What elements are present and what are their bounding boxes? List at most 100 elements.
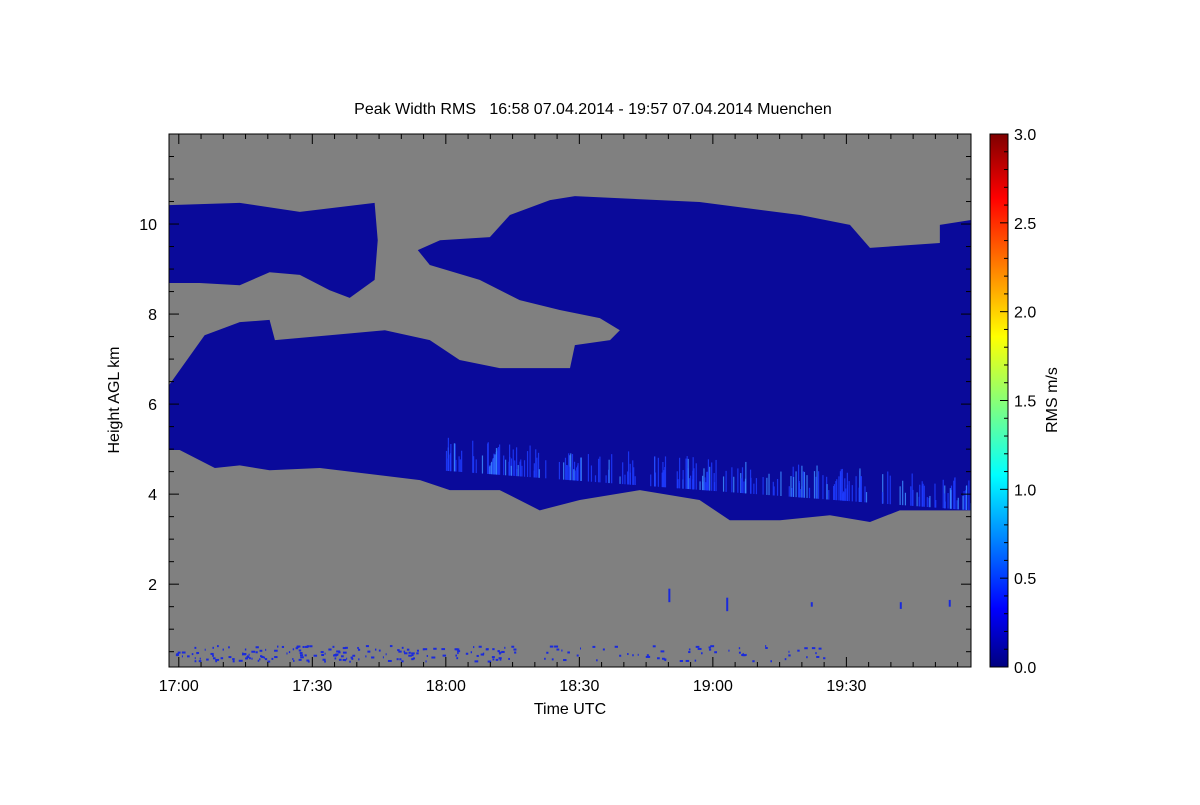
clutter-mark xyxy=(549,645,554,648)
fringe-mark xyxy=(762,477,764,495)
clutter-mark xyxy=(433,647,437,650)
fringe-mark xyxy=(687,458,689,490)
echo-mark xyxy=(899,602,902,609)
clutter-mark xyxy=(277,645,279,648)
fringe-mark xyxy=(926,497,928,508)
fringe-mark xyxy=(515,447,518,477)
fringe-mark xyxy=(688,478,691,490)
fringe-mark xyxy=(795,471,797,498)
fringe-mark xyxy=(449,453,452,472)
fringe-mark xyxy=(689,475,692,490)
clutter-mark xyxy=(480,653,484,656)
fringe-mark xyxy=(679,457,681,489)
fringe-mark xyxy=(599,456,601,483)
clutter-mark xyxy=(374,648,377,651)
clutter-mark xyxy=(389,645,393,648)
y-axis-label: Height AGL km xyxy=(106,346,123,453)
fringe-mark xyxy=(842,491,845,501)
clutter-mark xyxy=(338,658,342,661)
fringe-mark xyxy=(692,457,694,490)
fringe-mark xyxy=(573,461,576,481)
clutter-mark xyxy=(563,659,567,662)
fringe-mark xyxy=(845,488,847,501)
clutter-mark xyxy=(556,648,560,651)
clutter-mark xyxy=(304,654,307,657)
fringe-mark xyxy=(523,460,526,477)
clutter-mark xyxy=(546,651,549,654)
clutter-mark xyxy=(411,652,415,655)
clutter-mark xyxy=(300,656,304,659)
clutter-mark xyxy=(637,653,639,656)
fringe-mark xyxy=(801,465,803,498)
clutter-mark xyxy=(797,649,800,652)
x-tick-label: 17:30 xyxy=(292,678,332,695)
clutter-mark xyxy=(194,660,197,663)
fringe-mark xyxy=(447,437,449,471)
clutter-mark xyxy=(694,659,697,662)
clutter-mark xyxy=(342,658,347,661)
fringe-mark xyxy=(828,490,830,500)
fringe-mark xyxy=(797,464,800,498)
fringe-mark xyxy=(803,471,805,498)
clutter-mark xyxy=(411,654,414,657)
clutter-mark xyxy=(204,648,206,651)
clutter-mark xyxy=(788,650,790,653)
fringe-mark xyxy=(928,497,930,508)
y-tick-label: 2 xyxy=(148,577,157,594)
fringe-mark xyxy=(844,478,846,501)
fringe-mark xyxy=(576,469,579,481)
clutter-mark xyxy=(296,645,299,648)
clutter-mark xyxy=(378,649,381,652)
fringe-mark xyxy=(458,456,460,472)
clutter-mark xyxy=(305,645,309,648)
fringe-mark xyxy=(627,451,630,485)
fringe-mark xyxy=(921,481,923,507)
clutter-mark xyxy=(217,645,219,648)
clutter-mark xyxy=(302,645,305,648)
fringe-mark xyxy=(822,475,824,500)
clutter-mark xyxy=(823,657,826,660)
fringe-mark xyxy=(663,470,665,488)
clutter-mark xyxy=(352,654,356,657)
fringe-mark xyxy=(956,500,958,510)
clutter-mark xyxy=(274,649,278,652)
clutter-mark xyxy=(492,658,495,661)
clutter-mark xyxy=(271,657,274,660)
clutter-mark xyxy=(199,657,201,660)
clutter-mark xyxy=(371,656,375,659)
fringe-mark xyxy=(882,474,884,504)
fringe-mark xyxy=(839,471,842,501)
fringe-mark xyxy=(574,470,576,481)
fringe-mark xyxy=(558,461,561,480)
fringe-mark xyxy=(692,474,694,490)
clutter-mark xyxy=(298,658,302,661)
fringe-mark xyxy=(899,486,901,505)
fringe-mark xyxy=(780,471,782,497)
fringe-mark xyxy=(619,476,621,484)
clutter-mark xyxy=(357,646,359,649)
fringe-mark xyxy=(790,476,792,497)
clutter-mark xyxy=(457,650,461,653)
clutter-mark xyxy=(742,654,746,657)
clutter-mark xyxy=(695,645,700,648)
fringe-mark xyxy=(627,471,629,485)
fringe-mark xyxy=(491,461,493,475)
clutter-mark xyxy=(806,656,808,659)
clutter-mark xyxy=(818,647,822,650)
fringe-mark xyxy=(537,452,540,478)
fringe-mark xyxy=(833,486,835,500)
clutter-mark xyxy=(232,658,235,661)
fringe-mark xyxy=(508,460,510,476)
clutter-mark xyxy=(513,648,517,651)
clutter-mark xyxy=(328,648,332,651)
fringe-mark xyxy=(788,486,790,497)
fringe-mark xyxy=(519,461,521,477)
clutter-mark xyxy=(465,652,469,655)
clutter-mark xyxy=(497,650,500,653)
clutter-mark xyxy=(745,653,747,656)
clutter-mark xyxy=(341,655,344,658)
clutter-mark xyxy=(344,646,348,649)
fringe-mark xyxy=(737,468,739,493)
